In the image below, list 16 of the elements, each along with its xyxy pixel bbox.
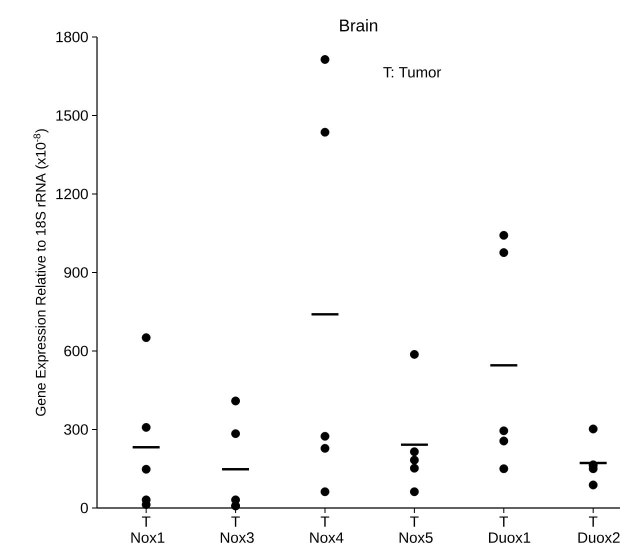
x-tick-label: T Duox2 [578,516,620,543]
y-tick-label: 300 [64,424,88,435]
chart-title: Brain [340,19,378,32]
annotation: T: Tumor [383,67,442,78]
y-tick-label: 1500 [56,110,88,121]
y-axis-title: Gene Expression Relative to 18S rRNA (x10$^{-8}$) [33,129,48,416]
x-tick-label: T Nox4 [310,516,344,543]
x-tick-label: T Nox5 [400,516,433,543]
y-tick-label: 900 [64,267,88,278]
x-tick-label: T Nox3 [220,516,254,543]
y-tick-label: 0 [80,502,88,514]
y-tick-label: 1200 [56,188,88,200]
y-tick-label: 600 [64,346,88,356]
x-tick-label: T Duox1 [489,516,530,543]
x-tick-label: T Nox1 [131,516,164,543]
y-tick-label: 1800 [56,32,88,42]
